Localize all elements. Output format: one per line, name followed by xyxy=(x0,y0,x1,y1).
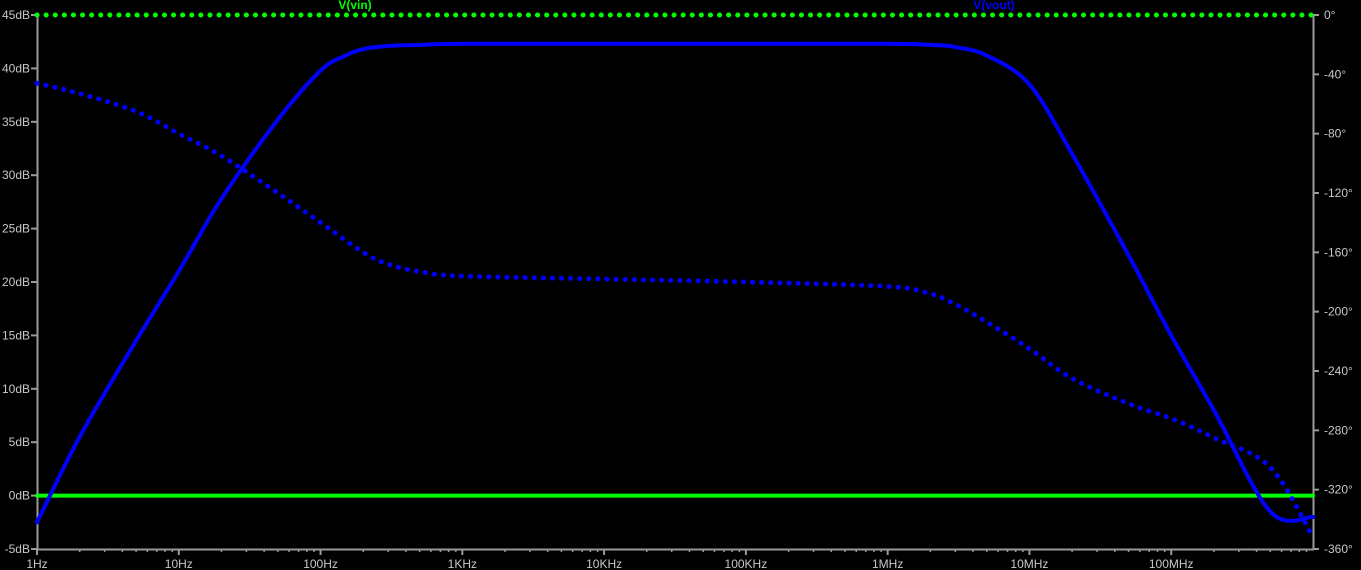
series-v-vout--magnitude xyxy=(35,41,1315,525)
y-left-tick-label: 10dB xyxy=(2,382,30,396)
y-left-axis-ticks: 45dB 40dB 35dB 30dB 25dB 20dB 15dB 10dB 5dB 0dB -5… xyxy=(2,8,37,556)
y-right-tick-label: -280° xyxy=(1324,423,1353,437)
y-right-tick-label: -320° xyxy=(1324,483,1353,497)
y-right-tick-label: -240° xyxy=(1324,364,1353,378)
legend-vin-label: V(vin) xyxy=(338,0,371,12)
x-tick-label: 100Hz xyxy=(303,557,338,570)
y-right-tick-label: -360° xyxy=(1324,542,1353,556)
x-tick-label: 10MHz xyxy=(1010,557,1048,570)
y-left-tick-label: 0dB xyxy=(9,489,30,503)
x-axis-ticks: 1Hz 10Hz 100Hz 1KHz 10KHz 100KHz 1MHz 10MHz 100M… xyxy=(26,549,1308,570)
x-tick-label: 1Hz xyxy=(26,557,47,570)
y-left-tick-label: 40dB xyxy=(2,61,30,75)
x-tick-label: 10KHz xyxy=(586,557,622,570)
y-left-tick-label: 25dB xyxy=(2,222,30,236)
legend-vout-label: V(vout) xyxy=(973,0,1014,12)
axes-frame xyxy=(36,14,1315,551)
x-tick-label: 10Hz xyxy=(165,557,193,570)
series-layer xyxy=(34,12,1316,540)
x-tick-label: 1KHz xyxy=(448,557,477,570)
y-right-tick-label: -120° xyxy=(1324,186,1353,200)
y-left-tick-label: 5dB xyxy=(9,435,30,449)
y-left-tick-label: 35dB xyxy=(2,115,30,129)
y-right-tick-label: -160° xyxy=(1324,245,1353,259)
y-right-tick-label: 0° xyxy=(1324,8,1336,22)
series-v-vout--phase xyxy=(34,80,1316,540)
x-tick-label: 100KHz xyxy=(725,557,768,570)
y-right-axis-ticks: 0° -40° -80° -120° -160° -200° -240° -280° -320°… xyxy=(1313,8,1353,556)
y-right-tick-label: -40° xyxy=(1324,67,1346,81)
y-left-tick-label: 20dB xyxy=(2,275,30,289)
y-left-tick-label: 45dB xyxy=(2,8,30,22)
y-left-tick-label: 15dB xyxy=(2,328,30,342)
y-right-tick-label: -80° xyxy=(1324,127,1346,141)
y-left-tick-label: 30dB xyxy=(2,168,30,182)
x-tick-label: 1MHz xyxy=(872,557,903,570)
y-left-tick-label: -5dB xyxy=(5,542,30,556)
x-tick-label: 100MHz xyxy=(1149,557,1194,570)
y-right-tick-label: -200° xyxy=(1324,305,1353,319)
